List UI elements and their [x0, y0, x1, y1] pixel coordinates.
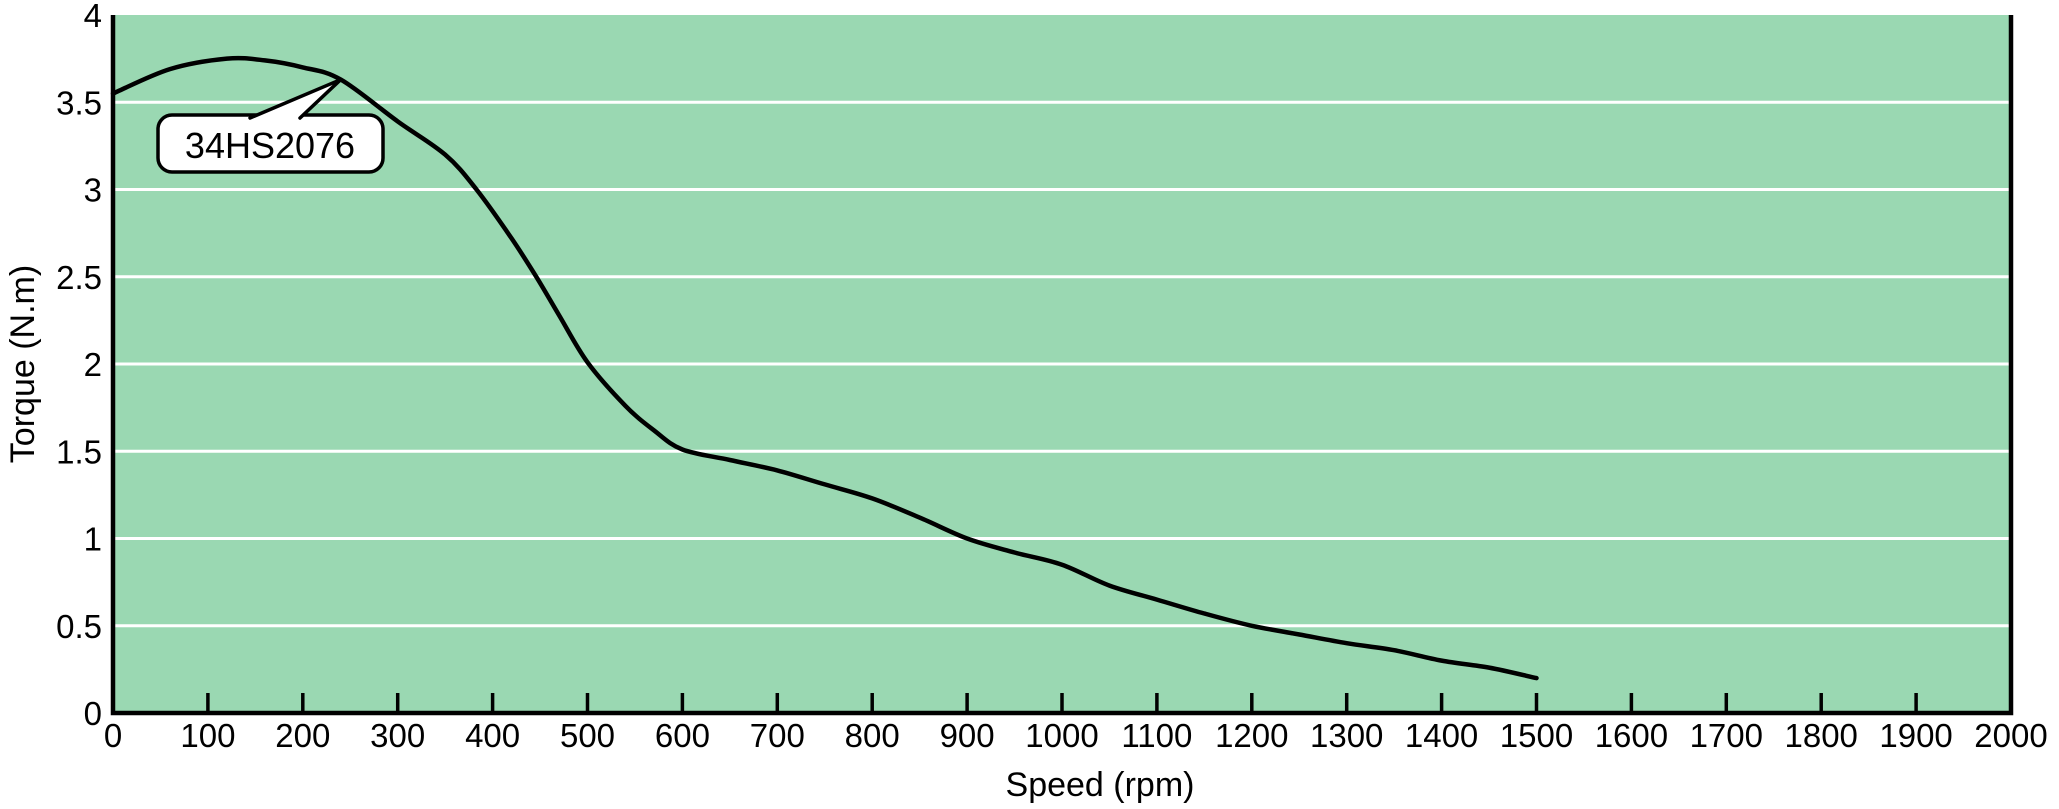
y-tick-label: 3.5 — [56, 84, 102, 121]
x-tick-label: 200 — [275, 717, 330, 754]
model-callout-pointer-edge — [248, 77, 343, 120]
x-tick-label: 700 — [750, 717, 805, 754]
x-tick-label: 600 — [655, 717, 710, 754]
x-tick-label: 100 — [180, 717, 235, 754]
y-tick-label: 1.5 — [56, 433, 102, 470]
y-axis-title: Torque (N.m) — [4, 265, 42, 463]
y-tick-label: 2.5 — [56, 259, 102, 296]
x-tick-label: 1400 — [1405, 717, 1478, 754]
x-tick-label: 300 — [370, 717, 425, 754]
y-tick-label: 2 — [84, 346, 102, 383]
x-axis-title: Speed (rpm) — [1006, 766, 1195, 804]
x-tick-label: 1800 — [1784, 717, 1857, 754]
model-callout-pointer-edge — [298, 77, 343, 120]
x-tick-label: 500 — [560, 717, 615, 754]
y-tick-label: 3 — [84, 172, 102, 209]
x-tick-label: 2000 — [1974, 717, 2047, 754]
x-tick-label: 1600 — [1595, 717, 1668, 754]
x-tick-label: 400 — [465, 717, 520, 754]
y-tick-label: 4 — [84, 0, 102, 34]
x-tick-label: 1700 — [1690, 717, 1763, 754]
x-tick-label: 1300 — [1310, 717, 1383, 754]
x-tick-label: 1100 — [1121, 717, 1192, 754]
y-tick-label: 0.5 — [56, 608, 102, 645]
x-tick-label: 800 — [845, 717, 900, 754]
x-tick-label: 1900 — [1879, 717, 1952, 754]
x-tick-label: 1200 — [1215, 717, 1288, 754]
y-tick-label: 0 — [84, 695, 102, 732]
model-callout-label: 34HS2076 — [185, 125, 355, 166]
torque-curve — [110, 55, 1539, 681]
x-tick-label: 1500 — [1500, 717, 1573, 754]
x-tick-label: 1000 — [1025, 717, 1098, 754]
x-tick-label: 900 — [940, 717, 995, 754]
y-tick-label: 1 — [84, 521, 102, 558]
x-tick-label: 0 — [104, 717, 122, 754]
